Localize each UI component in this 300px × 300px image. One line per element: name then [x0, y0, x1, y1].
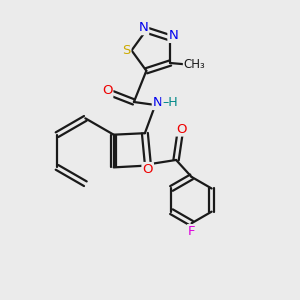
Text: N: N	[168, 29, 178, 42]
Text: O: O	[176, 122, 186, 136]
Text: CH₃: CH₃	[184, 58, 206, 71]
Text: N: N	[153, 96, 163, 109]
Text: O: O	[102, 84, 112, 97]
Text: O: O	[142, 163, 153, 176]
Text: S: S	[122, 44, 130, 57]
Text: N: N	[139, 21, 148, 34]
Text: –H: –H	[162, 96, 178, 109]
Text: F: F	[188, 225, 195, 238]
